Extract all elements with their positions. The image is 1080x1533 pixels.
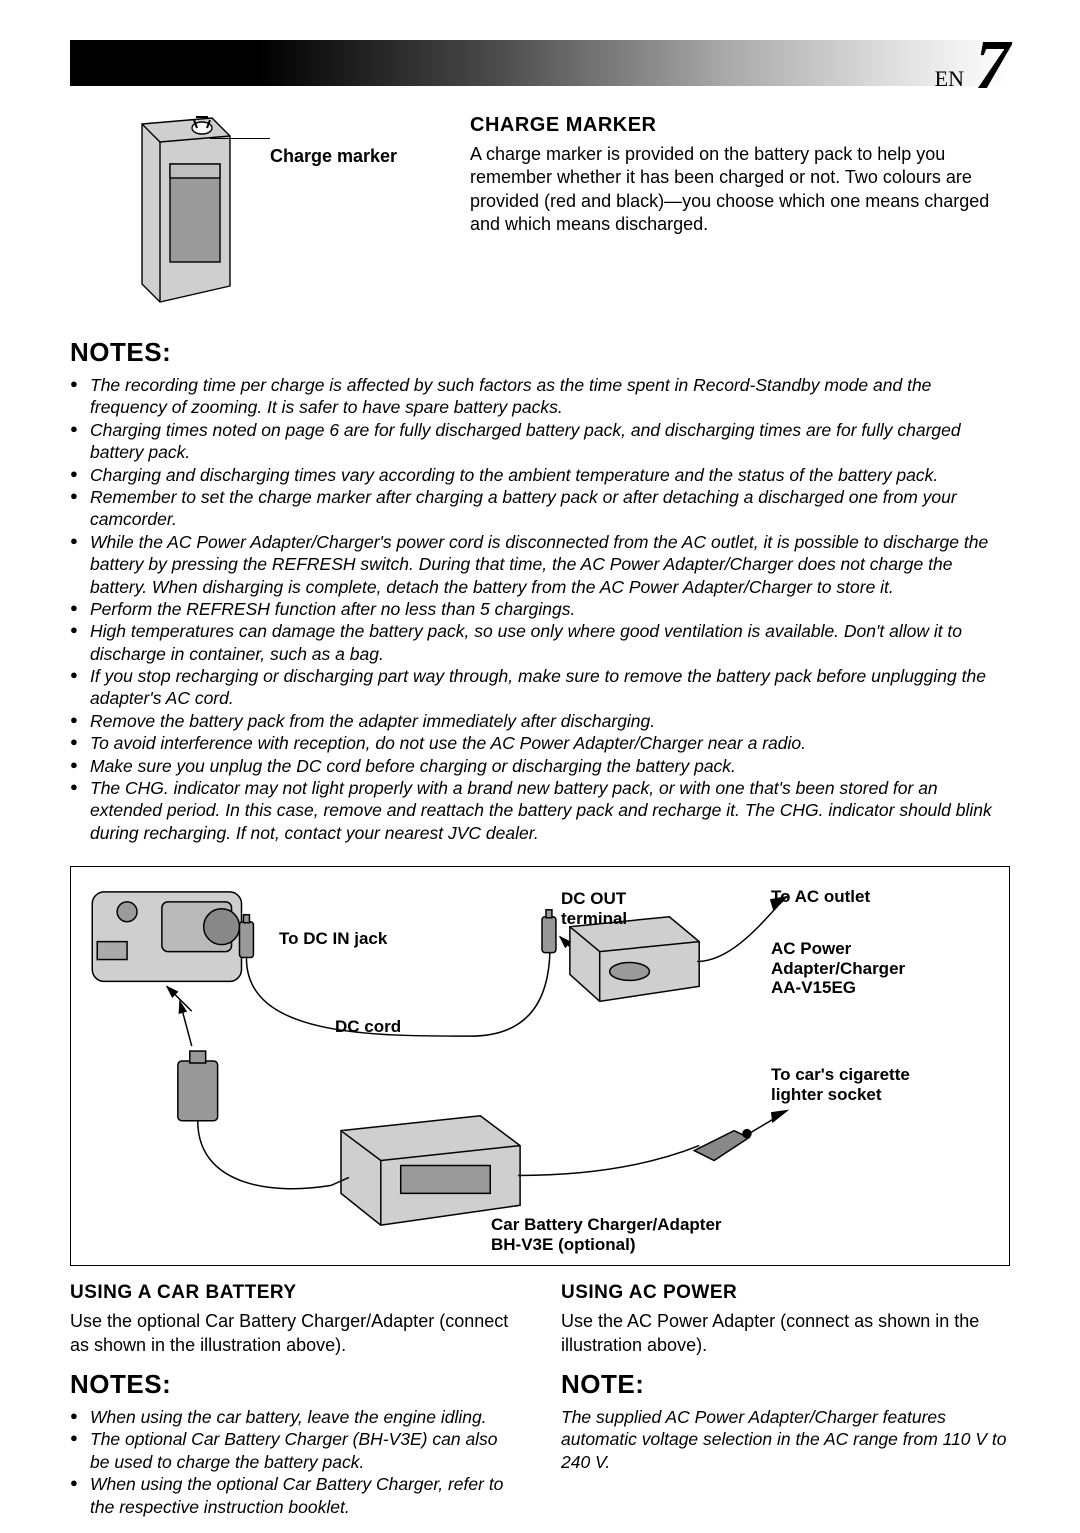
callout-line [210, 138, 270, 139]
note-item: Charging times noted on page 6 are for f… [70, 419, 1010, 464]
note-item: High temperatures can damage the battery… [70, 620, 1010, 665]
ac-note-text: The supplied AC Power Adapter/Charger fe… [561, 1406, 1010, 1473]
ac-adapter-icon [570, 917, 699, 1002]
note-item: If you stop recharging or discharging pa… [70, 665, 1010, 710]
charge-marker-title: CHARGE MARKER [470, 114, 1010, 137]
car-charger-icon [341, 1116, 520, 1225]
label-to-dc-in: To DC IN jack [279, 929, 387, 949]
note-item: The recording time per charge is affecte… [70, 374, 1010, 419]
note-item: While the AC Power Adapter/Charger's pow… [70, 531, 1010, 598]
note-item: Make sure you unplug the DC cord before … [70, 755, 1010, 777]
charge-marker-label: Charge marker [270, 146, 397, 167]
notes-list-1: The recording time per charge is affecte… [70, 374, 1010, 844]
car-notes-list: When using the car battery, leave the en… [70, 1406, 519, 1518]
note-item: The CHG. indicator may not light properl… [70, 777, 1010, 844]
label-car-charger: Car Battery Charger/Adapter BH-V3E (opti… [491, 1215, 722, 1254]
label-dc-out: DC OUT terminal [561, 889, 627, 928]
bottom-section: USING A CAR BATTERY Use the optional Car… [70, 1282, 1010, 1518]
charge-marker-text-column: CHARGE MARKER A charge marker is provide… [470, 106, 1010, 321]
label-ac-adapter: AC Power Adapter/Charger AA-V15EG [771, 939, 905, 998]
note-item: When using the optional Car Battery Char… [70, 1473, 519, 1518]
notes-heading-1: NOTES: [70, 337, 1010, 368]
note-item: The optional Car Battery Charger (BH-V3E… [70, 1428, 519, 1473]
note-item: To avoid interference with reception, do… [70, 732, 1010, 754]
label-to-ac: To AC outlet [771, 887, 870, 907]
car-battery-title: USING A CAR BATTERY [70, 1282, 519, 1304]
camcorder-icon [92, 892, 241, 982]
label-to-car: To car's cigarette lighter socket [771, 1065, 910, 1104]
note-item: When using the car battery, leave the en… [70, 1406, 519, 1428]
battery-illustration-column: Charge marker [70, 106, 440, 321]
page-number: 7 [975, 26, 1010, 106]
ac-power-title: USING AC POWER [561, 1282, 1010, 1304]
label-dc-cord: DC cord [335, 1017, 401, 1037]
ac-power-text: Use the AC Power Adapter (connect as sho… [561, 1310, 1010, 1357]
note-item: Remember to set the charge marker after … [70, 486, 1010, 531]
note-item: Perform the REFRESH function after no le… [70, 598, 1010, 620]
car-battery-column: USING A CAR BATTERY Use the optional Car… [70, 1282, 519, 1518]
dc-plug-right [542, 910, 556, 953]
page-lang: EN [935, 66, 964, 92]
ac-note-heading: NOTE: [561, 1369, 1010, 1400]
cigarette-plug-icon [694, 1130, 751, 1161]
charge-marker-body: A charge marker is provided on the batte… [470, 143, 1010, 237]
connection-diagram: To AC outlet DC OUT terminal To DC IN ja… [70, 866, 1010, 1266]
note-item: Charging and discharging times vary acco… [70, 464, 1010, 486]
car-notes-heading: NOTES: [70, 1369, 519, 1400]
car-battery-text: Use the optional Car Battery Charger/Ada… [70, 1310, 519, 1357]
ac-power-column: USING AC POWER Use the AC Power Adapter … [561, 1282, 1010, 1518]
note-item: Remove the battery pack from the adapter… [70, 710, 1010, 732]
header-gradient-bar: EN 7 [70, 40, 1010, 86]
top-section: Charge marker CHARGE MARKER A charge mar… [70, 106, 1010, 321]
dc-plug-left [240, 915, 254, 958]
